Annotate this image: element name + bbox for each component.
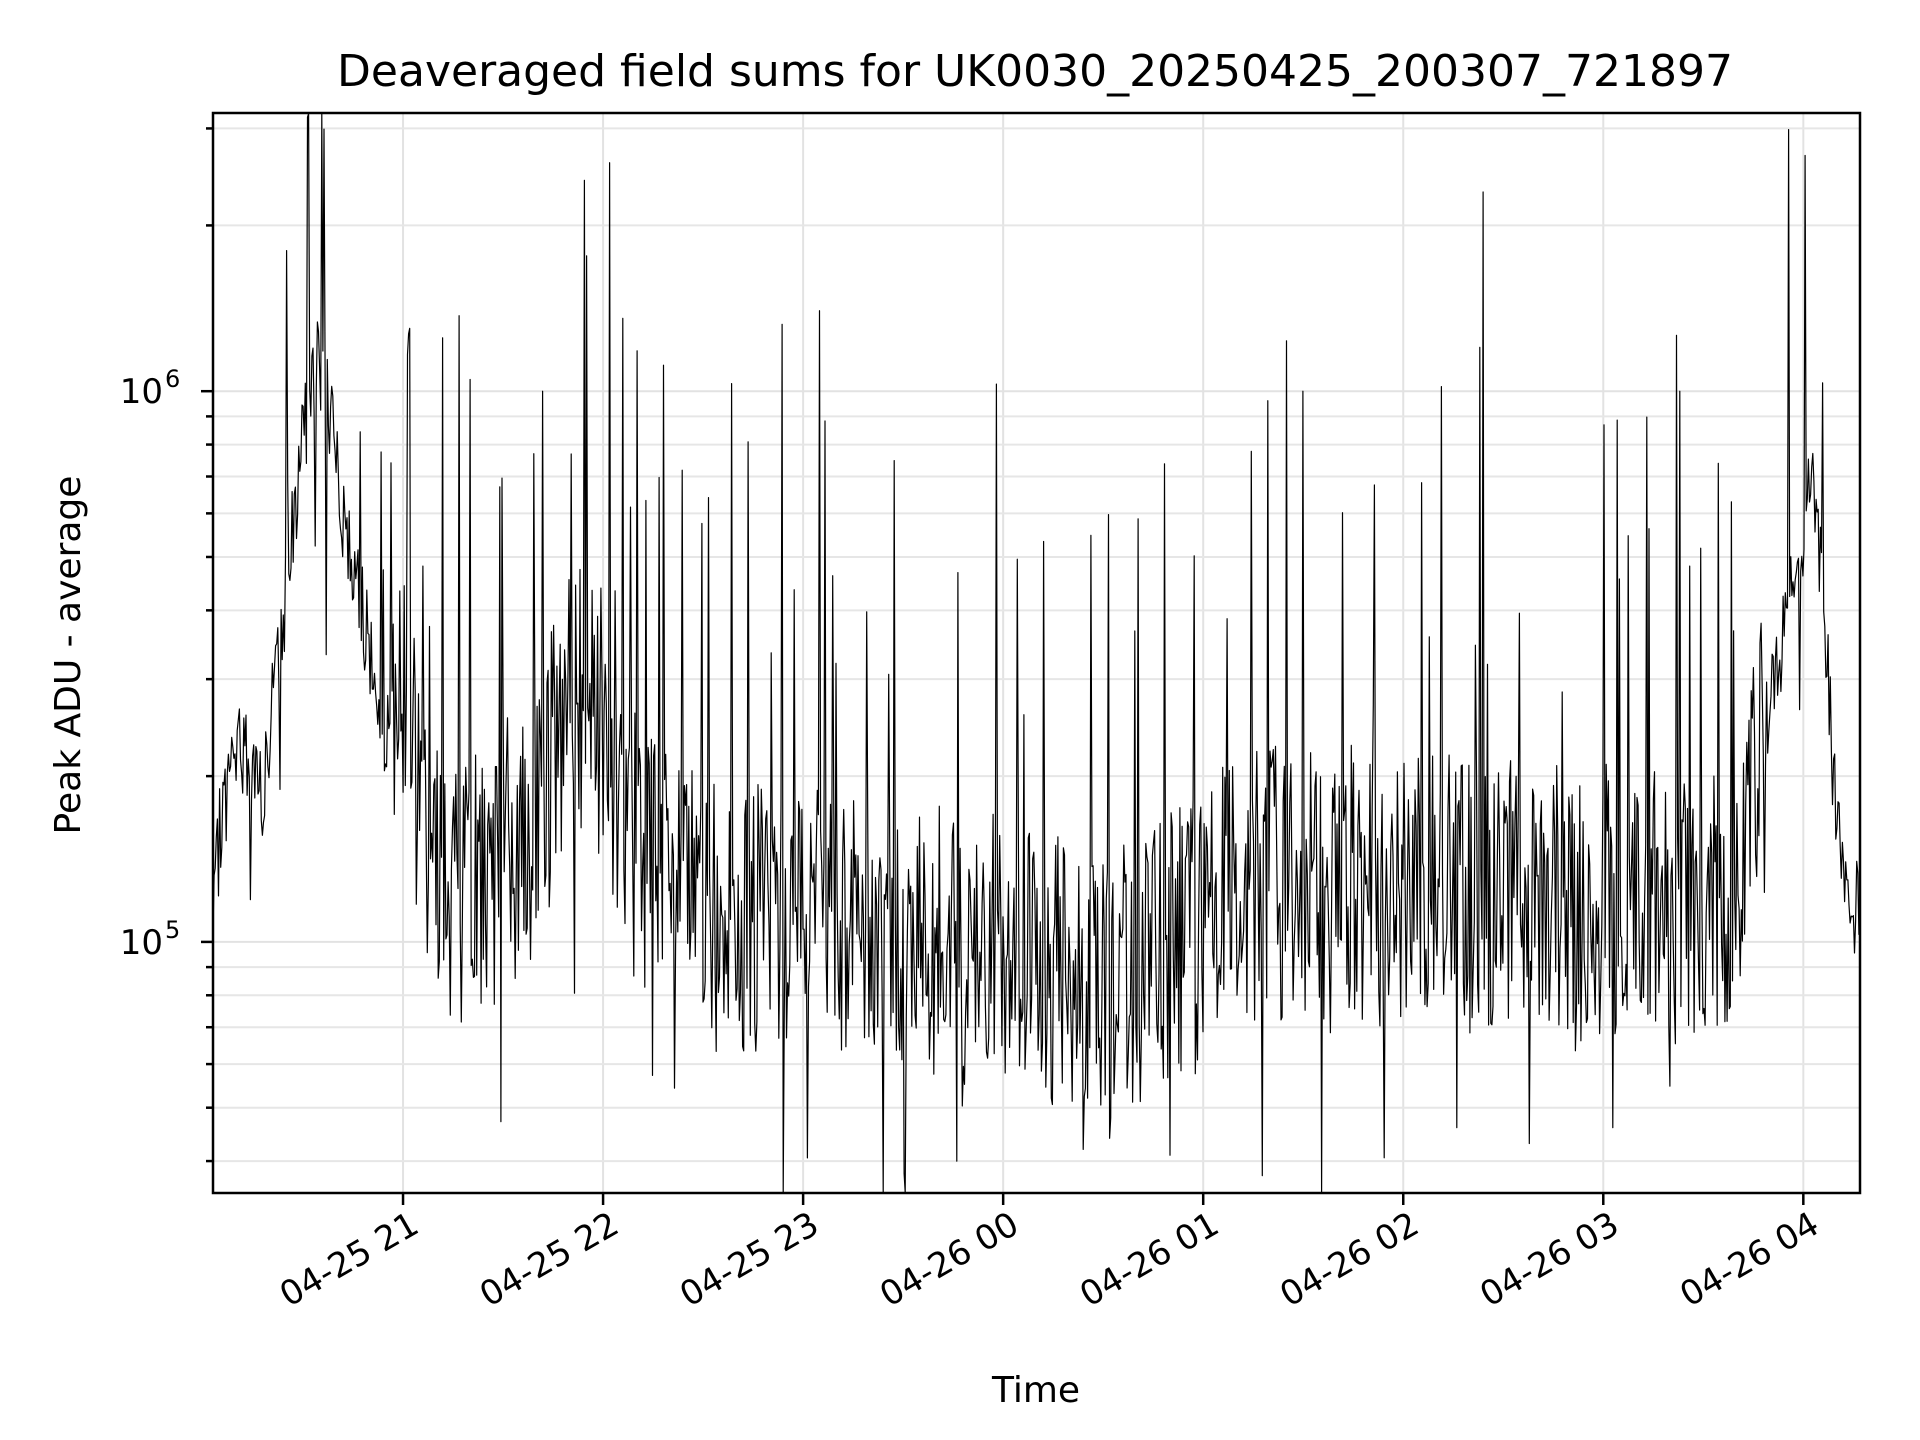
y-axis-label: Peak ADU - average bbox=[48, 476, 89, 835]
chart-title: Deaveraged field sums for UK0030_2025042… bbox=[337, 46, 1733, 97]
series-layer bbox=[212, 113, 1861, 1193]
series-line bbox=[212, 113, 1861, 1193]
y-tick-label: 10 bbox=[120, 372, 163, 412]
y-tick-exponent: 5 bbox=[165, 916, 180, 944]
y-tick-label: 10 bbox=[120, 923, 163, 963]
y-tick-exponent: 6 bbox=[165, 365, 180, 393]
x-axis-label: Time bbox=[991, 1370, 1080, 1411]
plot-frame bbox=[211, 111, 1862, 1195]
